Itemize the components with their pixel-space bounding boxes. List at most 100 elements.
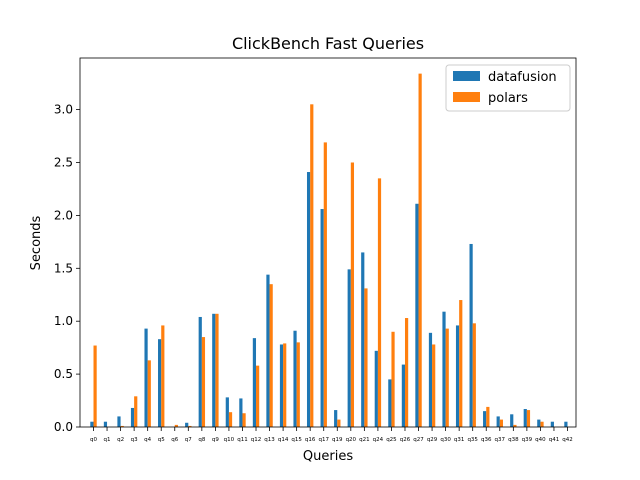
bar-polars [310,104,314,427]
x-tick-label: q31 [454,437,465,443]
x-tick-label: q27 [413,437,424,443]
x-tick-label: q0 [90,437,97,443]
legend-swatch-polars [453,92,480,102]
axes-frame [79,57,577,428]
x-tick-label: q41 [549,437,560,443]
x-tick-label: q12 [251,437,262,443]
x-tick-label: q3 [131,437,138,443]
bar-datafusion [130,407,135,427]
bar-polars [472,323,476,427]
bar-datafusion [225,397,229,427]
bar-polars [188,425,192,427]
chart-title: ClickBench Fast Queries [232,34,424,53]
bar-polars [201,337,206,427]
bar-polars [391,331,395,427]
bar-datafusion [185,422,189,427]
y-tick-label: 2.5 [54,156,73,170]
legend-label-datafusion: datafusion [488,70,557,85]
x-tick-label: q5 [158,437,165,443]
x-tick-label: q36 [481,437,492,443]
y-tick-label: 0.0 [54,420,73,434]
bar-datafusion [103,421,108,427]
x-tick-label: q9 [212,437,219,443]
x-tick-label: q15 [291,437,302,443]
bar-datafusion [117,416,121,427]
bar-polars [120,425,124,427]
bar-datafusion [293,330,297,427]
x-tick-label: q6 [171,437,178,443]
x-tick-label: q17 [318,437,329,443]
x-tick-label: q7 [185,437,192,443]
bar-datafusion [564,421,568,427]
x-tick-label: q24 [373,437,384,443]
x-tick-label: q26 [400,437,411,443]
bar-datafusion [374,350,378,427]
bar-polars [242,413,246,427]
bar-polars [459,300,463,427]
x-tick-label: q4 [144,437,151,443]
bar-datafusion [442,311,446,427]
bar-datafusion [306,172,311,427]
bar-datafusion [144,328,148,427]
bar-polars [445,328,449,427]
y-tick-label: 3.0 [54,103,73,117]
bar-datafusion [415,203,419,427]
x-tick-label: q39 [522,437,533,443]
bar-datafusion [266,274,270,427]
bar-datafusion [401,364,405,427]
bar-polars [161,325,165,427]
bar-datafusion [483,411,487,427]
y-axis-label: Seconds [29,215,44,270]
x-tick-label: q30 [440,437,451,443]
x-tick-label: q40 [535,437,546,443]
x-tick-label: q14 [278,437,289,443]
bar-polars [377,178,382,427]
bar-polars [93,345,97,427]
bar-datafusion [388,379,392,427]
x-tick-label: q10 [224,437,235,443]
bar-polars [337,419,341,427]
x-axis-label: Queries [303,449,353,464]
bar-polars [513,424,517,427]
bar-polars [296,342,300,427]
bar-polars [228,412,233,427]
bar-polars [540,421,544,427]
bar-polars [174,424,178,427]
bar-polars [134,396,138,427]
bar-datafusion [239,398,243,427]
bar-datafusion [90,421,94,427]
bar-polars [526,410,531,427]
x-tick-label: q29 [427,437,438,443]
y-tick-label: 1.0 [54,314,73,328]
bar-datafusion [510,414,514,427]
bar-polars [256,365,260,427]
x-tick-label: q42 [562,437,573,443]
bar-datafusion [523,409,527,427]
bar-polars [486,406,490,427]
bar-datafusion [334,410,338,427]
x-tick-label: q38 [508,437,519,443]
x-tick-label: q11 [237,437,248,443]
bar-datafusion [455,325,460,427]
bar-polars [323,142,327,427]
bar-polars [350,162,355,427]
legend-label-polars: polars [488,91,528,106]
bar-polars [432,344,436,427]
plot-area: 0.0 0.5 1.0 1.5 2.0 2.5 3.0 q0 q1 q2 q3 q4 q5 q6 q7 q8 q… [54,57,577,443]
bar-polars [283,343,287,427]
legend-swatch-datafusion [453,71,480,81]
bar-polars [418,73,422,428]
bar-datafusion [550,421,554,427]
x-tick-label: q2 [117,437,124,443]
y-tick-label: 0.5 [54,367,73,381]
bar-polars [404,318,409,427]
y-tick-label: 1.5 [54,261,73,275]
bar-datafusion [361,252,365,427]
bar-polars [364,288,368,427]
bar-datafusion [496,416,500,427]
bar-datafusion [212,313,216,427]
x-tick-label: q16 [305,437,316,443]
x-tick-label: q35 [467,437,478,443]
x-tick-label: q8 [198,437,205,443]
